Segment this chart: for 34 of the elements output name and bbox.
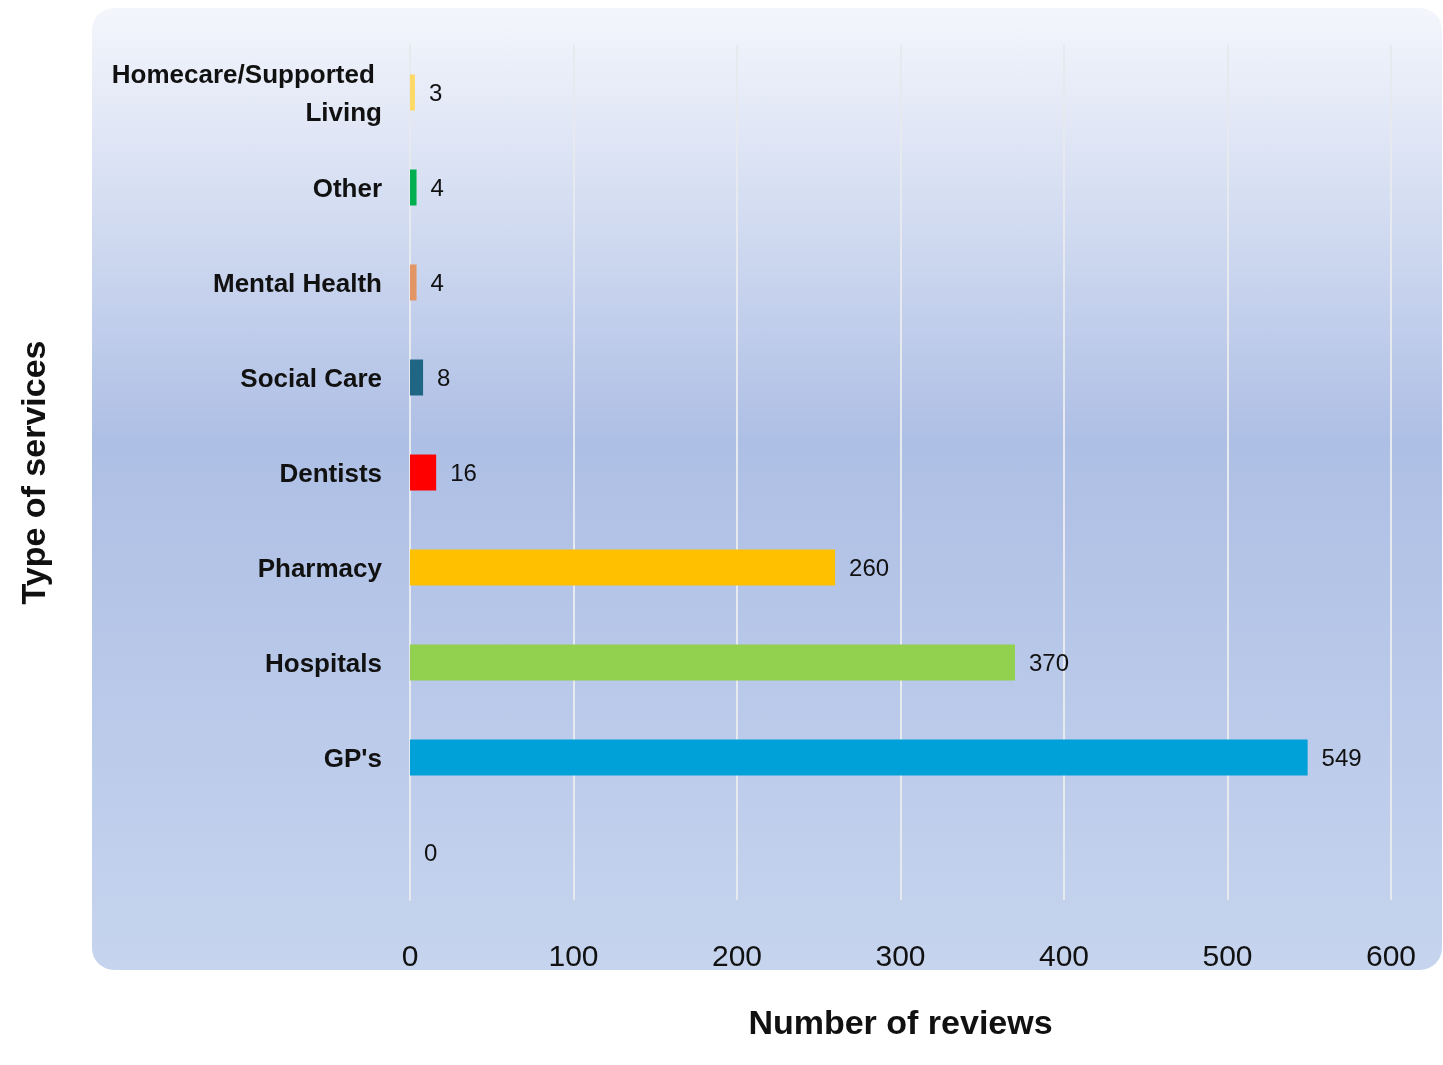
y-tick-label: GP's	[323, 742, 382, 773]
bar	[410, 644, 1015, 681]
bar	[410, 74, 415, 111]
bar	[410, 454, 437, 491]
y-tick-label: Pharmacy	[257, 552, 383, 583]
x-tick-label: 600	[1365, 938, 1417, 972]
bar	[410, 739, 1308, 776]
bar	[410, 549, 836, 586]
data-label: 370	[1028, 649, 1069, 676]
y-tick-label: Dentists	[279, 457, 382, 488]
data-label: 4	[430, 174, 444, 201]
x-tick-label: 400	[1038, 938, 1090, 972]
y-tick-label: Hospitals	[264, 647, 382, 678]
data-label: 260	[849, 554, 890, 581]
x-tick-label: 100	[548, 938, 599, 972]
y-tick-label: Social Care	[240, 362, 382, 393]
x-axis-title: Number of reviews	[748, 1003, 1053, 1041]
data-label: 4	[430, 269, 444, 296]
y-tick-label: Mental Health	[212, 267, 382, 298]
data-label: 3	[428, 79, 443, 106]
data-label: 8	[437, 364, 451, 391]
bar	[410, 264, 417, 301]
data-label: 0	[424, 839, 438, 866]
y-axis-title: Type of services	[14, 340, 52, 605]
x-tick-label: 0	[401, 938, 419, 972]
data-label: 549	[1321, 744, 1362, 771]
bar	[410, 359, 424, 396]
x-tick-label: 300	[875, 938, 926, 972]
x-tick-label: 200	[711, 938, 763, 972]
data-label: 16	[450, 459, 477, 486]
y-tick-label: Other	[312, 172, 382, 203]
x-tick-label: 500	[1202, 938, 1253, 972]
bar	[410, 169, 417, 206]
y-tick-label: Homecare/Supported Living	[111, 58, 382, 127]
